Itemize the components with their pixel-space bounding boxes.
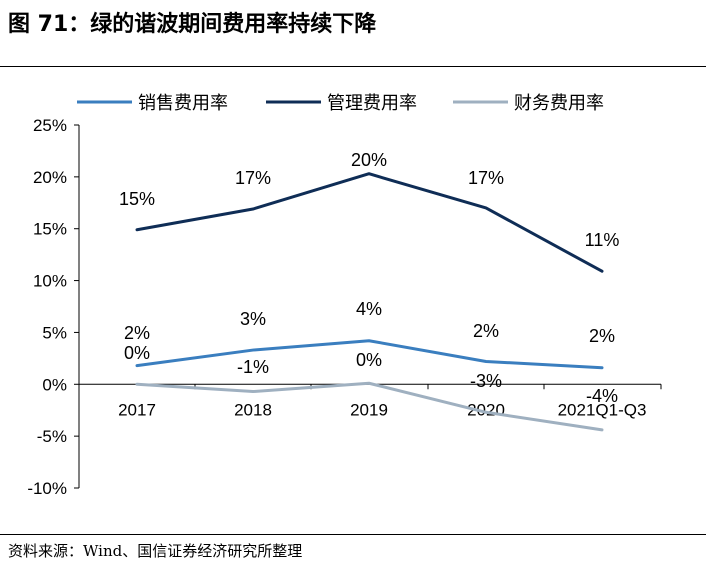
y-tick-label: 10%: [33, 272, 67, 291]
data-label: 2%: [473, 321, 499, 341]
x-tick-label: 2019: [350, 400, 388, 419]
data-label: 11%: [585, 230, 620, 250]
y-tick-label: 15%: [33, 220, 67, 239]
x-tick-label: 2018: [234, 400, 272, 419]
data-label: 0%: [356, 350, 382, 370]
data-label: 17%: [468, 168, 504, 188]
source-note: 资料来源：Wind、国信证券经济研究所整理: [8, 542, 303, 560]
data-label: 2%: [589, 326, 615, 346]
data-label: 2%: [124, 323, 150, 343]
figure-title: 图 71：绿的谐波期间费用率持续下降: [8, 12, 377, 37]
y-tick-label: 25%: [33, 116, 67, 135]
data-label: 3%: [240, 309, 266, 329]
series-line-2: [135, 172, 604, 273]
title-rule: [0, 66, 706, 67]
data-label: 4%: [356, 299, 382, 319]
y-tick-label: 0%: [42, 375, 67, 394]
x-tick-label: 2017: [118, 400, 156, 419]
source-rule: [0, 534, 706, 535]
data-label: -4%: [586, 386, 618, 406]
series-line-1: [135, 339, 604, 370]
y-tick-label: 20%: [33, 168, 67, 187]
data-label: 15%: [119, 189, 155, 209]
legend-label: 销售费用率: [138, 93, 228, 114]
data-label: 20%: [351, 150, 387, 170]
data-label: 0%: [124, 343, 150, 363]
data-label: -3%: [470, 371, 502, 391]
data-label: 17%: [235, 168, 271, 188]
x-tick-label: 2021Q1-Q3: [558, 400, 647, 419]
data-label: -1%: [237, 357, 269, 377]
y-tick-label: 5%: [42, 323, 67, 342]
legend-label: 管理费用率: [327, 93, 417, 114]
y-tick-label: -10%: [27, 479, 67, 498]
legend-label: 财务费用率: [514, 93, 604, 114]
y-tick-label: -5%: [37, 427, 67, 446]
series-line-3: [135, 381, 604, 432]
